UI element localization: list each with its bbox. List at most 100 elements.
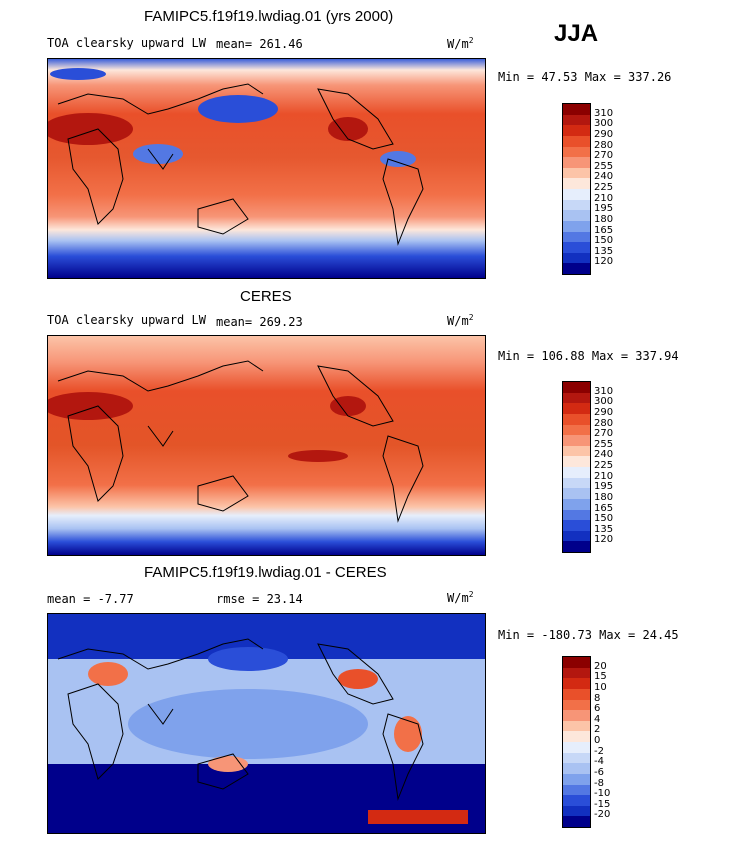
panel1-colorbar-segment [563, 242, 590, 253]
panel2-field-label: TOA clearsky upward LW [47, 313, 206, 327]
panel1-units: W/m2 [447, 36, 474, 51]
panel3-colorbar-tick-label: 2 [594, 724, 601, 736]
panel3-tropical-band [128, 689, 368, 759]
panel1-colorbar-segment [563, 135, 590, 147]
season-label: JJA [554, 20, 599, 47]
panel3-colorbar-tick-label: -20 [594, 809, 611, 821]
panel2-colorbar-segment [563, 445, 590, 457]
panel2-map-svg [48, 336, 485, 555]
panel3-coastlines [57, 638, 424, 801]
panel1-map [47, 58, 486, 279]
panel3-colorbar [562, 656, 591, 828]
panel1-cold-india [133, 144, 183, 164]
panel2-coast-eurasia [57, 360, 264, 392]
panel2-colorbar-segment [563, 403, 590, 414]
panel2-mean: mean= 269.23 [216, 315, 303, 329]
panel1-coast-australia [197, 198, 249, 235]
panel1-colorbar-tick-label: 290 [594, 128, 614, 140]
panel2-units: W/m2 [447, 313, 474, 328]
panel1-field [48, 59, 485, 278]
panel2-colorbar-tick-label: 270 [594, 428, 614, 440]
panel3-colorbar-segment [563, 752, 590, 764]
panel1-colorbar-segment [563, 104, 590, 115]
panel2-colorbar-tick-label: 290 [594, 406, 614, 418]
panel2-colorbar-tick-label: 195 [594, 481, 614, 493]
panel2-colorbar-tick-label: 180 [594, 491, 614, 503]
panel3-colorbar-segment [563, 763, 590, 774]
panel1-colorbar-tick-label: 165 [594, 224, 614, 236]
panel3-coast-samerica [382, 713, 424, 801]
panel1-colorbar-segment [563, 220, 590, 232]
panel1-colorbar-tick-label: 225 [594, 182, 614, 193]
panel1-coast-eurasia [57, 83, 264, 115]
panel1-colorbar-tick-label: 280 [594, 139, 614, 151]
panel1-colorbar-segment [563, 167, 590, 179]
panel1-colorbar-segment [563, 231, 590, 243]
panel1-colorbar-tick-label: 195 [594, 203, 614, 215]
panel3-colorbar-tick-label: 4 [594, 713, 601, 725]
panel3-colorbar-tick-label: -15 [594, 798, 611, 810]
panel3-title: FAMIPC5.f19f19.lwdiag.01 - CERES [144, 564, 387, 581]
panel3-colorbar-tick-label: 10 [594, 681, 607, 693]
panel3-warm-namerica [338, 669, 378, 689]
panel3-colorbar-tick-label: 15 [594, 671, 607, 683]
panel3-colorbar-segment [563, 678, 590, 689]
panel3-units: W/m2 [447, 590, 474, 605]
panel3-colorbar-tick-label: -2 [594, 745, 604, 757]
panel1-colorbar [562, 103, 591, 275]
panel1-units-power: 2 [468, 36, 474, 45]
panel1-map-svg [48, 59, 485, 278]
panel1-colorbar-segment [563, 125, 590, 136]
panel1-colorbar-segment [563, 157, 590, 168]
panel3-warm-antarctic-edge [368, 810, 468, 824]
panel2-coast-australia [197, 475, 249, 512]
panel3-coast-namerica [317, 643, 394, 705]
panel3-colorbar-segment [563, 710, 590, 721]
panel3-colorbar-tick-label: 20 [594, 660, 607, 672]
panel2-colorbar-segment [563, 541, 590, 552]
panel3-mean: mean = -7.77 [47, 592, 134, 606]
panel3-colorbar-tick-label: 8 [594, 692, 601, 704]
panel2-colorbar-segment [563, 392, 590, 404]
panel1-colorbar-segment [563, 178, 590, 189]
panel1-colorbar-segment [563, 210, 590, 221]
panel2-colorbar-tick-label: 225 [594, 460, 614, 471]
panel2-coast-india [147, 425, 174, 447]
panel1-coastlines [57, 83, 424, 246]
panel2-colorbar-tick-label: 255 [594, 438, 614, 450]
panel1-colorbar-tick-label: 135 [594, 245, 614, 257]
panel2-colorbar-tick-label: 280 [594, 417, 614, 429]
panel3-map [47, 613, 486, 834]
panel3-map-svg [48, 614, 485, 833]
panel3-colorbar-tick-label: 6 [594, 703, 601, 715]
panel1-mean: mean= 261.46 [216, 37, 303, 51]
panel1-cold-arctic [50, 68, 106, 80]
panel3-colorbar-segment [563, 795, 590, 806]
panel3-coast-australia [197, 753, 249, 790]
panel1-colorbar-tick-label: 270 [594, 150, 614, 162]
panel2-coast-africa [67, 405, 124, 502]
panel3-colorbar-segment [563, 667, 590, 679]
panel1-coast-samerica [382, 158, 424, 246]
panel2-map [47, 335, 486, 556]
panel2-colorbar-segment [563, 467, 590, 478]
panel2-minmax: Min = 106.88 Max = 337.94 [498, 349, 679, 363]
panel3-colorbar-tick-label: -8 [594, 777, 604, 789]
panel3-colorbar-labels: 20 15 10 8 6 4 2 0 -2 -4 -6 -8 -10 -15 -20 [594, 656, 634, 826]
panel1-title: FAMIPC5.f19f19.lwdiag.01 (yrs 2000) [144, 8, 394, 25]
panel3-coast-india [147, 703, 174, 725]
panel2-coast-namerica [317, 365, 394, 427]
panel2-field [48, 336, 485, 555]
panel1-colorbar-segment [563, 114, 590, 126]
panel2-colorbar-tick-label: 210 [594, 470, 614, 482]
panel3-colorbar-tick-label: -10 [594, 788, 611, 800]
panel2-hot-pacific [288, 450, 348, 462]
panel1-hot-namerica [328, 117, 368, 141]
panel2-colorbar-segment [563, 382, 590, 393]
panel1-coast-india [147, 148, 174, 170]
panel3-rmse: rmse = 23.14 [216, 592, 303, 606]
panel1-colorbar-segment [563, 189, 590, 200]
panel3-colorbar-segment [563, 688, 590, 700]
panel2-colorbar-segment [563, 435, 590, 446]
panel1-colorbar-labels: 310 300 290 280 270 255 240 225 210 195 180 165 150 1… [594, 103, 634, 273]
